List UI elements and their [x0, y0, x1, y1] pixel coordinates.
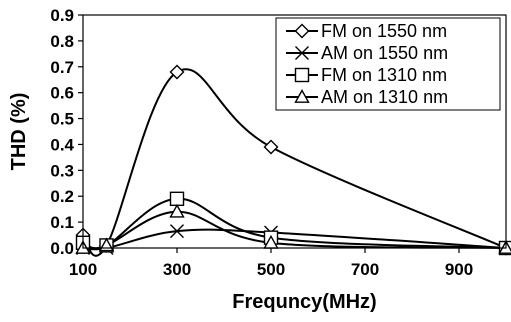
data-point-triangle [169, 203, 185, 218]
data-point-x [170, 224, 184, 239]
y-tick-label: 0.2 [50, 187, 74, 206]
x-axis-title: Frequncy(MHz) [232, 291, 376, 313]
y-tick-label: 0.5 [50, 110, 74, 129]
y-tick-label: 0.7 [50, 58, 74, 77]
x-tick-label: 500 [257, 260, 285, 279]
data-point-triangle [498, 240, 511, 254]
series-line-3 [82, 197, 507, 250]
y-axis-title: THD (%) [8, 93, 30, 171]
legend-box [275, 17, 501, 111]
data-point-square [169, 191, 185, 207]
legend-label: FM on 1310 nm [321, 65, 447, 85]
data-point-diamond [263, 139, 279, 155]
y-tick-label: 0.9 [50, 6, 74, 25]
legend-label: FM on 1550 nm [321, 21, 447, 41]
x-tick-label: 300 [163, 260, 191, 279]
data-point-diamond [169, 64, 185, 80]
plot-frame [82, 14, 507, 249]
legend-label: AM on 1310 nm [321, 87, 448, 107]
legend-marker-x [295, 46, 309, 60]
legend-marker-triangle [294, 89, 310, 103]
y-tick-label: 0.3 [50, 161, 74, 180]
y-tick-label: 0.6 [50, 84, 74, 103]
x-tick-label: 100 [69, 260, 97, 279]
legend-label: AM on 1550 nm [321, 43, 448, 63]
y-tick-label: 0.4 [50, 135, 74, 154]
legend-marker-diamond [294, 23, 310, 39]
y-tick-label: 0.0 [50, 239, 74, 258]
x-tick-label: 700 [351, 260, 379, 279]
x-tick-label: 900 [445, 260, 473, 279]
y-tick-label: 0.1 [50, 213, 74, 232]
y-tick-label: 0.8 [50, 32, 74, 51]
legend-marker-square [294, 67, 310, 83]
